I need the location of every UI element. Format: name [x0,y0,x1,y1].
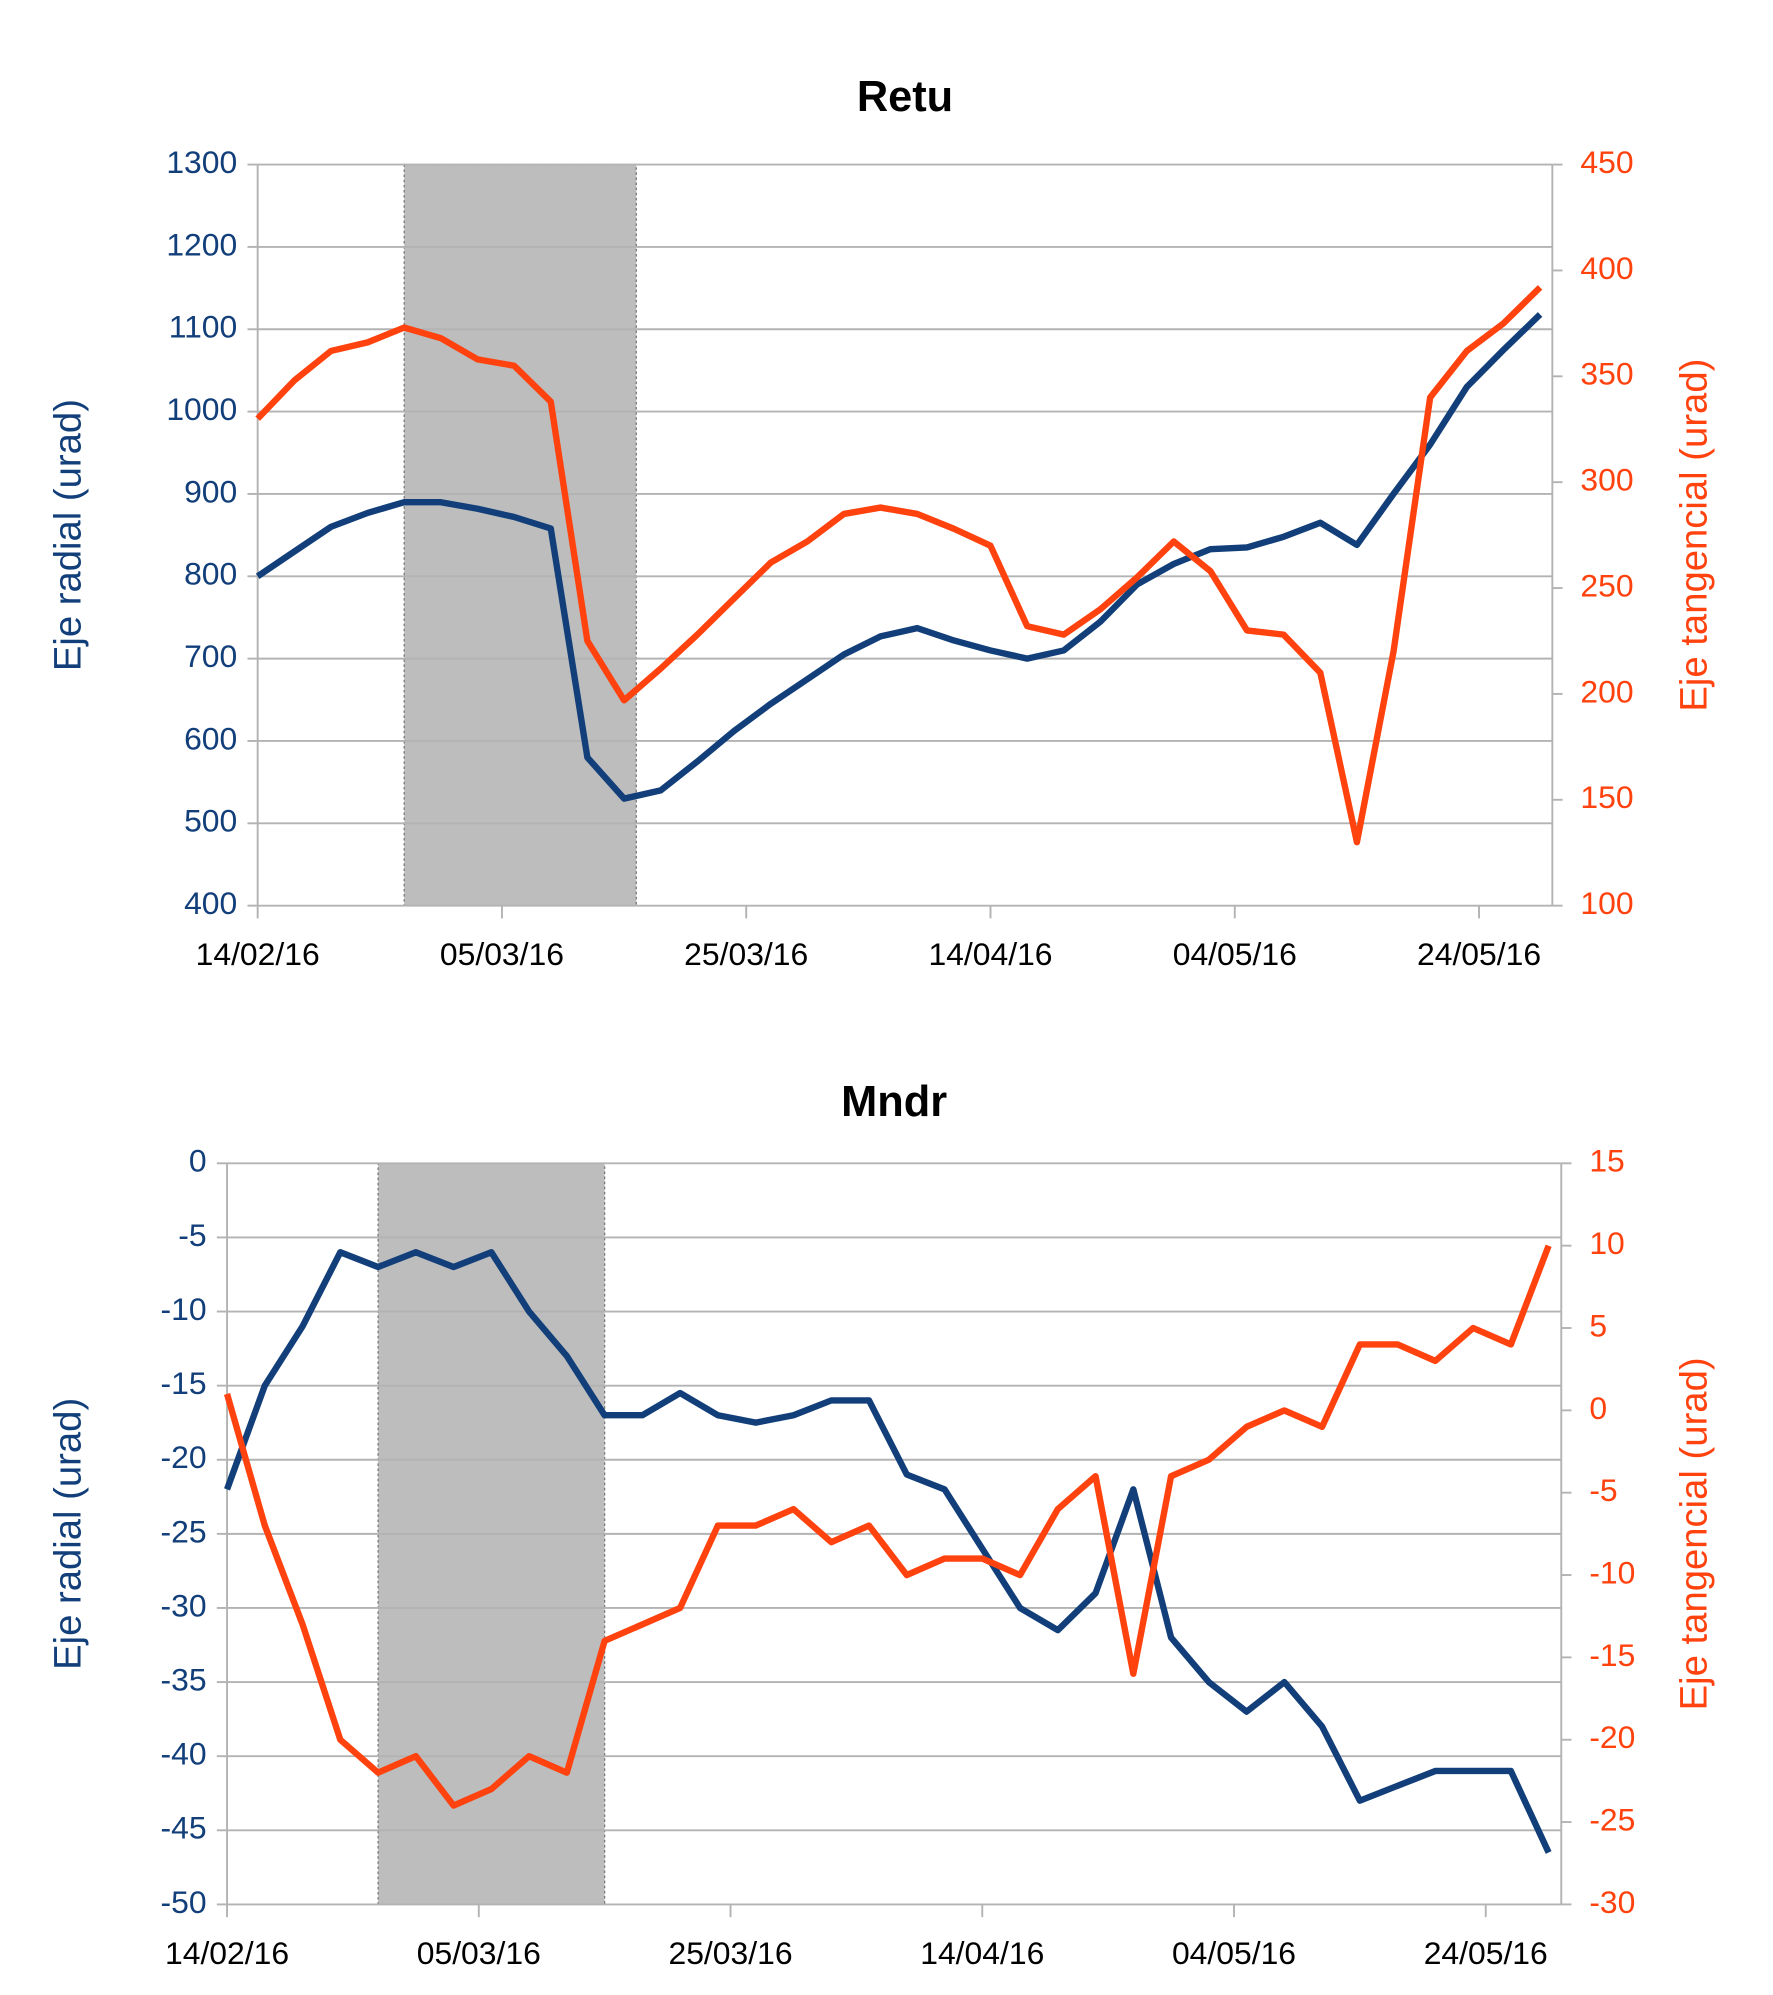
chart-title: Mndr [841,1078,947,1126]
x-tick-label: 24/05/16 [1417,936,1541,972]
x-tick-label: 14/04/16 [928,936,1052,972]
y-axis-label: Eje radial (urad) [46,399,89,671]
series-line [255,312,1543,802]
y-tick-label: 500 [184,803,237,839]
shaded-span [403,163,637,907]
y-tick-label: -25 [161,1513,207,1549]
y2-tick-label: 250 [1580,567,1633,603]
y-tick-label: -10 [161,1291,207,1327]
y-tick-label: 1100 [169,309,238,345]
x-tick-label: 24/05/16 [1424,1935,1548,1971]
y-tick-label: 600 [184,720,237,756]
y-tick-label: 1200 [166,226,237,262]
y2-tick-label: 15 [1589,1143,1624,1179]
y-tick-label: 800 [184,556,237,592]
y2-tick-label: 150 [1580,779,1633,815]
y2-tick-label: -5 [1589,1472,1617,1508]
y2-tick-label: 5 [1589,1307,1607,1343]
y-tick-label: 1000 [166,391,237,427]
y-tick-label: 0 [189,1143,207,1179]
x-tick-label: 25/03/16 [684,936,808,972]
y2-tick-label: 100 [1580,885,1633,921]
y2-tick-label: 450 [1580,144,1633,180]
x-tick-label: 14/02/16 [196,936,320,972]
x-tick-label: 05/03/16 [440,936,564,972]
y2-tick-label: -20 [1589,1719,1635,1755]
y-tick-label: -50 [161,1884,207,1920]
y-tick-label: -15 [161,1365,207,1401]
x-tick-label: 05/03/16 [417,1935,541,1971]
y2-tick-label: -15 [1589,1637,1635,1673]
x-tick-label: 14/02/16 [165,1935,289,1971]
y2-tick-label: -30 [1589,1884,1635,1920]
y2-tick-label: 350 [1580,356,1633,392]
x-tick-label: 25/03/16 [668,1935,792,1971]
series-line [224,1249,1552,1854]
y-tick-label: 900 [184,473,237,509]
series-line [223,1244,1552,1809]
y-tick-label: -35 [161,1662,207,1698]
y-axis-label: Eje radial (urad) [46,1398,89,1670]
series-line [255,285,1543,846]
y2-tick-label: -10 [1589,1554,1635,1590]
y-tick-label: -20 [161,1439,207,1475]
y-tick-label: 400 [184,885,237,921]
y2-tick-label: 300 [1580,462,1633,498]
x-tick-label: 14/04/16 [920,1935,1044,1971]
y-tick-label: 700 [184,638,237,674]
y2-tick-label: 10 [1589,1225,1624,1261]
y-tick-label: 1300 [166,144,237,180]
y2-tick-label: 400 [1580,250,1633,286]
y-tick-label: -40 [161,1736,207,1772]
y2-tick-label: 0 [1589,1390,1607,1426]
y2-axis-label: Eje tangencial (urad) [1673,359,1716,712]
chart-title: Retu [857,73,953,121]
y-tick-label: -5 [178,1217,206,1253]
y-tick-label: -45 [161,1810,207,1846]
y2-tick-label: 200 [1580,673,1633,709]
y2-axis-label: Eje tangencial (urad) [1673,1357,1716,1710]
y2-tick-label: -25 [1589,1801,1635,1837]
x-tick-label: 04/05/16 [1173,936,1297,972]
y-tick-label: -30 [161,1587,207,1623]
x-tick-label: 04/05/16 [1172,1935,1296,1971]
